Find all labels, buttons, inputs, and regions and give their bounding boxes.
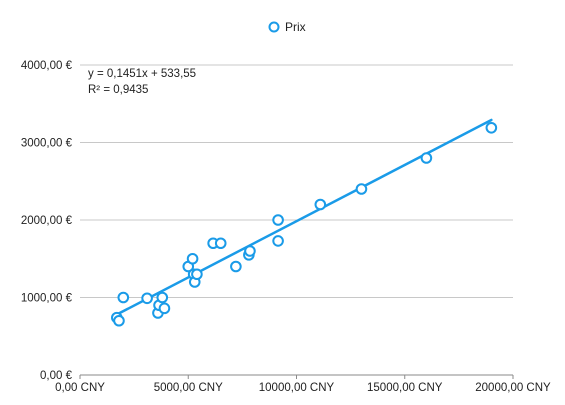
gridlines bbox=[80, 64, 513, 298]
x-tick-label: 20000,00 CNY bbox=[475, 382, 551, 394]
trendline-equation: y = 0,1451x + 533,55 R² = 0,9435 bbox=[88, 68, 196, 96]
data-point bbox=[191, 268, 203, 281]
trendline-group bbox=[115, 118, 493, 316]
legend-label: Prix bbox=[285, 20, 306, 34]
data-point bbox=[141, 292, 153, 305]
data-point bbox=[485, 121, 498, 134]
trendline bbox=[115, 118, 493, 316]
data-point bbox=[214, 237, 227, 250]
data-point bbox=[272, 235, 284, 247]
data-point bbox=[420, 152, 433, 164]
y-tick-label: 3000,00 € bbox=[21, 138, 73, 150]
y-tick-label: 1000,00 € bbox=[21, 293, 73, 305]
data-point bbox=[244, 245, 256, 257]
x-tick-label: 0,00 CNY bbox=[55, 382, 105, 394]
data-point bbox=[186, 252, 199, 265]
y-tick-label: 4000,00 € bbox=[21, 60, 73, 72]
axes bbox=[79, 374, 514, 379]
data-point bbox=[117, 291, 130, 304]
legend-marker bbox=[268, 21, 280, 33]
x-tick-label: 15000,00 CNY bbox=[367, 382, 443, 394]
x-tick-label: 10000,00 CNY bbox=[259, 382, 335, 394]
y-axis-tick-labels: 0,00 € 1000,00 € 2000,00 € 3000,00 € 4000,00… bbox=[21, 60, 73, 382]
y-tick-label: 0,00 € bbox=[40, 370, 73, 382]
data-point bbox=[355, 183, 368, 195]
data-point bbox=[230, 260, 242, 273]
data-points bbox=[111, 121, 498, 327]
data-point bbox=[158, 302, 171, 315]
data-point bbox=[272, 214, 284, 226]
y-tick-label: 2000,00 € bbox=[21, 215, 73, 227]
data-point bbox=[113, 314, 125, 327]
legend: Prix bbox=[268, 20, 306, 34]
trendline-r-squared-text: R² = 0,9435 bbox=[88, 84, 148, 96]
trendline-equation-text: y = 0,1451x + 533,55 bbox=[88, 68, 196, 80]
data-point bbox=[156, 291, 169, 304]
x-axis-tick-labels: 0,00 CNY 5000,00 CNY 10000,00 CNY 15000,00 … bbox=[55, 382, 551, 394]
x-tick-label: 5000,00 CNY bbox=[154, 382, 223, 394]
data-point bbox=[314, 198, 327, 211]
